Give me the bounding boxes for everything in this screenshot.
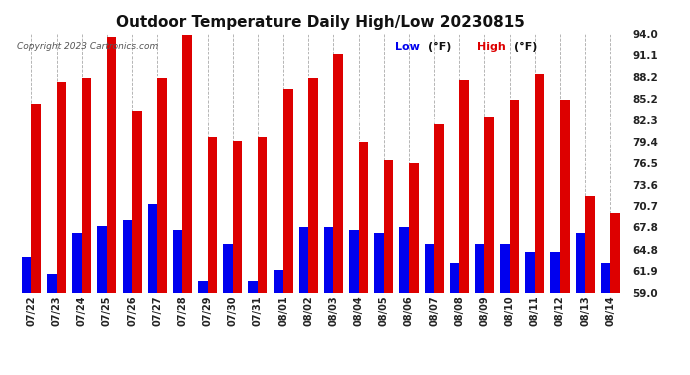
Bar (475, 244, 484, 292)
Text: Copyright 2023 Cartronics.com: Copyright 2023 Cartronics.com (17, 42, 158, 51)
Bar (450, 263, 460, 292)
Bar (610, 213, 620, 292)
Bar (324, 228, 333, 292)
Bar (198, 281, 208, 292)
Bar (182, 35, 192, 292)
Title: Outdoor Temperature Daily High/Low 20230815: Outdoor Temperature Daily High/Low 20230… (117, 15, 525, 30)
Bar (535, 74, 544, 292)
Bar (551, 252, 560, 292)
Bar (560, 100, 569, 292)
Bar (374, 233, 384, 292)
Bar (107, 38, 117, 292)
Bar (223, 244, 233, 292)
Bar (97, 226, 107, 292)
Bar (148, 204, 157, 292)
Bar (47, 274, 57, 292)
Bar (299, 228, 308, 292)
Bar (157, 78, 167, 292)
Bar (500, 244, 510, 292)
Text: High: High (477, 42, 506, 51)
Bar (258, 137, 268, 292)
Bar (484, 117, 494, 292)
Bar (273, 270, 283, 292)
Bar (384, 160, 393, 292)
Bar (22, 257, 32, 292)
Bar (208, 137, 217, 292)
Bar (510, 100, 519, 292)
Text: (°F): (°F) (428, 42, 452, 52)
Bar (460, 80, 469, 292)
Bar (57, 82, 66, 292)
Bar (359, 142, 368, 292)
Bar (333, 54, 343, 292)
Bar (32, 104, 41, 292)
Bar (283, 89, 293, 292)
Bar (173, 230, 182, 292)
Bar (585, 196, 595, 292)
Bar (248, 281, 258, 292)
Bar (123, 220, 132, 292)
Text: Low: Low (395, 42, 420, 51)
Bar (72, 233, 81, 292)
Bar (81, 78, 91, 292)
Bar (525, 252, 535, 292)
Bar (233, 141, 242, 292)
Text: (°F): (°F) (514, 42, 538, 52)
Bar (308, 78, 318, 292)
Bar (601, 263, 610, 292)
Bar (434, 124, 444, 292)
Bar (409, 163, 419, 292)
Bar (575, 233, 585, 292)
Bar (349, 230, 359, 292)
Bar (424, 244, 434, 292)
Bar (400, 228, 409, 292)
Bar (132, 111, 141, 292)
